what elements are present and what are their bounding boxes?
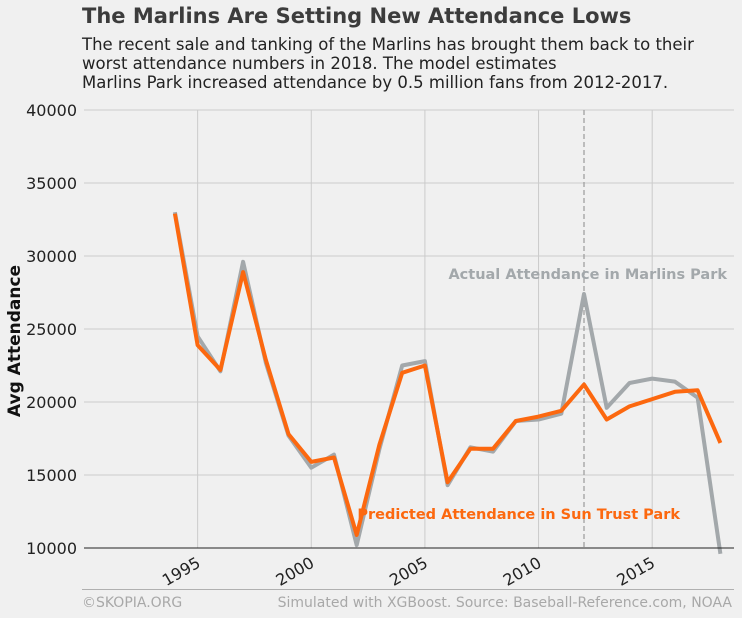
actual-attendance-line [172,211,723,555]
annotations: Actual Attendance in Marlins Park Predict… [357,267,727,523]
predicted-attendance-label: Predicted Attendance in Sun Trust Park [357,507,680,523]
footer-source: Simulated with XGBoost. Source: Baseball… [277,595,732,611]
chart-subtitle: The recent sale and tanking of the Marli… [82,35,732,92]
y-tick-label: 10000 [26,539,77,558]
footer-divider [82,589,734,590]
y-tick-label: 40000 [26,101,77,120]
y-tick-label: 15000 [26,466,77,485]
y-tick-label: 25000 [26,320,77,339]
subtitle-line: Marlins Park increased attendance by 0.5… [82,73,669,92]
y-tick-label: 20000 [26,393,77,412]
x-tick-label: 2010 [500,553,545,590]
actual-attendance-label: Actual Attendance in Marlins Park [448,267,727,283]
x-tick-label: 2000 [273,553,318,590]
axes: 10000 15000 20000 25000 30000 35000 40000 1995 2… [5,101,734,590]
predicted-attendance-line [172,213,723,537]
footer-brand: ©SKOPIA.ORG [82,595,183,611]
x-tick-label: 2015 [613,553,658,590]
x-tick-label: 2005 [386,553,431,590]
subtitle-line: worst attendance numbers in 2018. The mo… [82,54,557,73]
x-tick-label: 1995 [159,553,204,590]
y-tick-label: 35000 [26,174,77,193]
chart-title: The Marlins Are Setting New Attendance L… [82,4,632,28]
y-axis-label: Avg Attendance [5,265,25,417]
y-tick-label: 30000 [26,247,77,266]
subtitle-line: The recent sale and tanking of the Marli… [82,35,694,54]
grid [84,109,734,548]
series [172,211,723,555]
